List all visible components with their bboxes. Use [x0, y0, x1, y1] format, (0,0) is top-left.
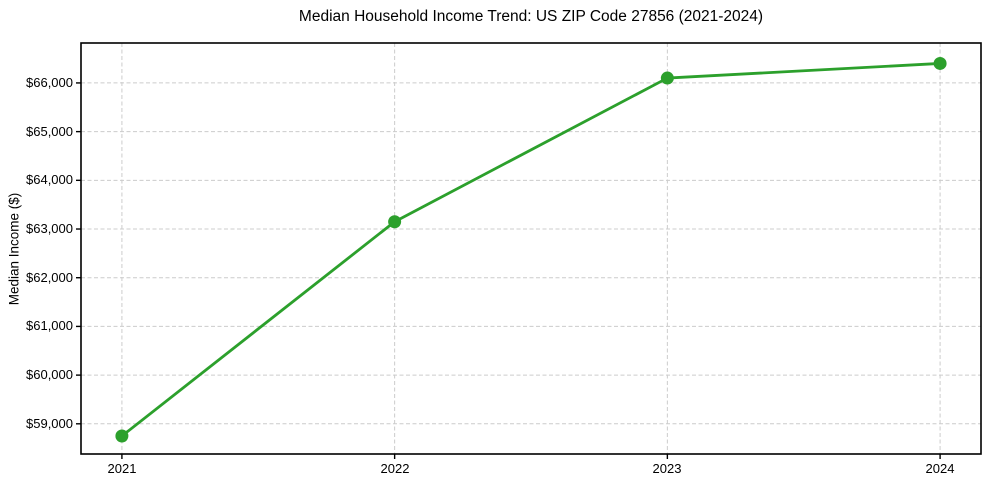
- data-point-marker: [115, 429, 129, 443]
- axes-spines: [80, 42, 982, 455]
- y-tick-label: $60,000: [26, 367, 73, 382]
- data-point-marker: [933, 56, 947, 70]
- data-point-marker: [388, 215, 402, 229]
- chart-title: Median Household Income Trend: US ZIP Co…: [298, 8, 764, 25]
- x-tick-label: 2022: [380, 461, 410, 476]
- y-tick-label: $66,000: [26, 75, 73, 90]
- y-tick-label: $65,000: [26, 124, 73, 139]
- data-line: [120, 62, 942, 438]
- data-point-marker: [660, 71, 674, 85]
- x-tick-label: 2023: [652, 461, 682, 476]
- y-tick-label: $61,000: [26, 318, 73, 333]
- y-tick-label: $62,000: [26, 270, 73, 285]
- y-tick-label: $64,000: [26, 172, 73, 187]
- x-tick-label: 2024: [925, 461, 955, 476]
- y-tick-label: $63,000: [26, 221, 73, 236]
- y-tick-label: $59,000: [26, 416, 73, 431]
- x-tick-label: 2021: [107, 461, 137, 476]
